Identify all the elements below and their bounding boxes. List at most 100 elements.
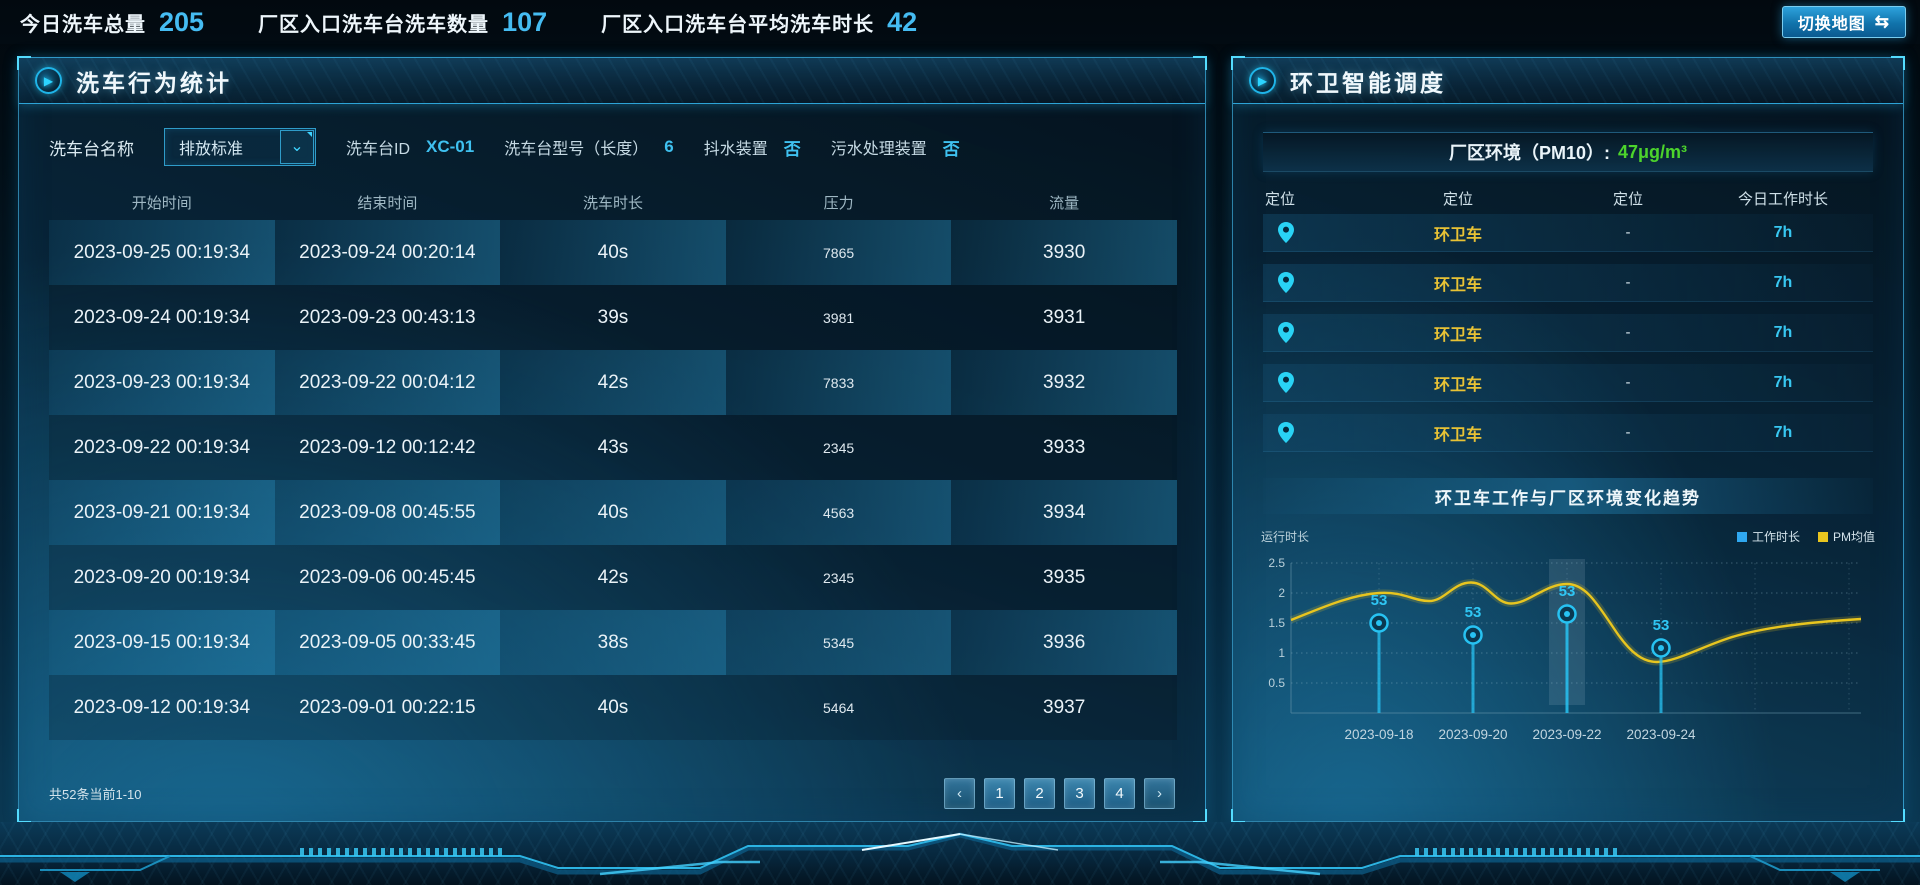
prev-page-button[interactable]: ‹ — [944, 778, 975, 809]
cell: 3933 — [951, 415, 1177, 480]
col-end-time: 结束时间 — [357, 194, 418, 212]
shake-device-value: 否 — [783, 139, 801, 159]
next-page-button[interactable]: › — [1144, 778, 1175, 809]
svg-text:2.5: 2.5 — [1268, 556, 1285, 570]
worktime-markers[interactable]: 53 53 53 53 — [1369, 583, 1671, 713]
vehicle-name-link[interactable]: 环卫车 — [1433, 426, 1482, 444]
page-button-3[interactable]: 3 — [1064, 778, 1095, 809]
cell: 5345 — [725, 610, 952, 675]
station-name-select[interactable]: 排放标准 ⌄ — [164, 128, 316, 166]
sanitation-dispatch-panel: ▶ 环卫智能调度 厂区环境（PM10）: 47μg/m³ 定位 定位 定位 今日… — [1231, 56, 1905, 823]
vehicle-name-link[interactable]: 环卫车 — [1433, 326, 1482, 344]
col-flow: 流量 — [1049, 194, 1080, 212]
corner-accent — [1231, 56, 1245, 70]
trend-chart[interactable]: 2.5 2 1.5 1 0.5 53 — [1257, 551, 1869, 751]
trend-chart-block: 运行时长 工作时长 PM均值 — [1257, 528, 1879, 751]
cell: 2345 — [725, 415, 952, 480]
table-row: 2023-09-24 00:19:34 2023-09-23 00:43:13 … — [49, 285, 1177, 350]
corner-accent — [17, 809, 31, 823]
corner-accent — [1231, 809, 1245, 823]
table-row: 2023-09-21 00:19:34 2023-09-08 00:45:55 … — [49, 480, 1177, 545]
page-button-2[interactable]: 2 — [1024, 778, 1055, 809]
pm10-value: 47μg/m³ — [1617, 141, 1688, 162]
hud-lines — [0, 832, 1920, 882]
location-pin-icon[interactable] — [1263, 422, 1309, 443]
dispatch-header: 定位 定位 定位 今日工作时长 — [1263, 182, 1873, 214]
filter-row: 洗车台名称 排放标准 ⌄ 洗车台ID XC-01 洗车台型号（长度） 6 抖水装… — [49, 128, 1205, 166]
cell: 40s — [500, 480, 726, 545]
cell: 7865 — [725, 220, 952, 285]
stat-total-washes: 今日洗车总量 205 — [20, 7, 204, 38]
vehicle-location: - — [1625, 274, 1631, 291]
cell: 2345 — [725, 545, 952, 610]
pm10-label: 厂区环境（PM10）: — [1448, 143, 1610, 163]
cell: 2023-09-25 00:19:34 — [49, 220, 275, 285]
select-chevron-box[interactable]: ⌄ — [280, 130, 314, 164]
station-model-label: 洗车台型号（长度） — [504, 141, 649, 158]
vehicle-location: - — [1625, 374, 1631, 391]
dispatch-row: 环卫车 - 7h — [1263, 414, 1873, 452]
topbar: 今日洗车总量 205 厂区入口洗车台洗车数量 107 厂区入口洗车台平均洗车时长… — [0, 0, 1920, 44]
panel-title: 洗车行为统计 — [76, 69, 232, 96]
svg-text:53: 53 — [1559, 583, 1576, 600]
svg-text:2023-09-22: 2023-09-22 — [1532, 727, 1601, 742]
col-vehicle: 定位 — [1442, 190, 1473, 208]
stat-label: 厂区入口洗车台平均洗车时长 — [601, 13, 875, 36]
cell: 2023-09-21 00:19:34 — [49, 480, 275, 545]
cell: 7833 — [725, 350, 952, 415]
table-row: 2023-09-23 00:19:34 2023-09-22 00:04:12 … — [49, 350, 1177, 415]
play-icon: ▶ — [1249, 67, 1276, 94]
col-pin: 定位 — [1265, 190, 1296, 208]
location-pin-icon[interactable] — [1263, 222, 1309, 243]
cell: 3934 — [951, 480, 1177, 545]
legend-label: PM均值 — [1832, 530, 1875, 544]
location-pin-icon[interactable] — [1263, 272, 1309, 293]
switch-map-button[interactable]: 切换地图 ⇆ — [1781, 6, 1906, 38]
cell: 2023-09-12 00:19:34 — [49, 675, 275, 740]
col-duration: 洗车时长 — [582, 194, 643, 212]
decorative-footer — [0, 822, 1920, 885]
col-start-time: 开始时间 — [131, 194, 192, 212]
vehicle-work-hours: 7h — [1773, 423, 1793, 441]
cell: 2023-09-05 00:33:45 — [274, 610, 501, 675]
station-model-pair: 洗车台型号（长度） 6 — [504, 135, 673, 159]
cell: 42s — [500, 545, 726, 610]
cell: 39s — [500, 285, 726, 350]
stat-entrance-wash-count: 厂区入口洗车台洗车数量 107 — [258, 7, 547, 38]
table-row: 2023-09-25 00:19:34 2023-09-24 00:20:14 … — [49, 220, 1177, 285]
vehicle-location: - — [1625, 224, 1631, 241]
gridlines-vertical — [1378, 563, 1850, 713]
vehicle-name-link[interactable]: 环卫车 — [1433, 276, 1482, 294]
stat-value: 42 — [887, 6, 918, 37]
dispatch-list: 定位 定位 定位 今日工作时长 环卫车 - 7h 环卫车 - 7h — [1263, 182, 1873, 452]
page-button-1[interactable]: 1 — [984, 778, 1015, 809]
y-axis-title: 运行时长 — [1261, 530, 1310, 544]
cell: 2023-09-22 00:19:34 — [49, 415, 275, 480]
col-work-hours: 今日工作时长 — [1737, 190, 1828, 208]
vehicle-work-hours: 7h — [1773, 223, 1793, 241]
col-location: 定位 — [1612, 190, 1643, 208]
page-button-4[interactable]: 4 — [1104, 778, 1135, 809]
vehicle-work-hours: 7h — [1773, 273, 1793, 291]
svg-text:2023-09-24: 2023-09-24 — [1626, 727, 1696, 742]
table-row: 2023-09-12 00:19:34 2023-09-01 00:22:15 … — [49, 675, 1177, 740]
vehicle-location: - — [1625, 424, 1631, 441]
wash-records-table: 开始时间 结束时间 洗车时长 压力 流量 2023-09-25 00:19:34… — [49, 184, 1177, 740]
vehicle-name-link[interactable]: 环卫车 — [1433, 376, 1482, 394]
cell: 2023-09-08 00:45:55 — [274, 480, 501, 545]
vehicle-name-link[interactable]: 环卫车 — [1433, 226, 1482, 244]
location-pin-icon[interactable] — [1263, 322, 1309, 343]
cell: 3930 — [951, 220, 1177, 285]
svg-text:2023-09-18: 2023-09-18 — [1344, 727, 1413, 742]
location-pin-icon[interactable] — [1263, 372, 1309, 393]
cell: 3931 — [951, 285, 1177, 350]
svg-text:53: 53 — [1653, 617, 1670, 634]
cell: 2023-09-01 00:22:15 — [274, 675, 501, 740]
table-header: 开始时间 结束时间 洗车时长 压力 流量 — [49, 184, 1177, 220]
switch-map-label: 切换地图 — [1797, 16, 1866, 33]
table-row: 2023-09-15 00:19:34 2023-09-05 00:33:45 … — [49, 610, 1177, 675]
table-row: 2023-09-22 00:19:34 2023-09-12 00:12:42 … — [49, 415, 1177, 480]
cell: 2023-09-23 00:19:34 — [49, 350, 275, 415]
station-id-pair: 洗车台ID XC-01 — [346, 135, 474, 159]
